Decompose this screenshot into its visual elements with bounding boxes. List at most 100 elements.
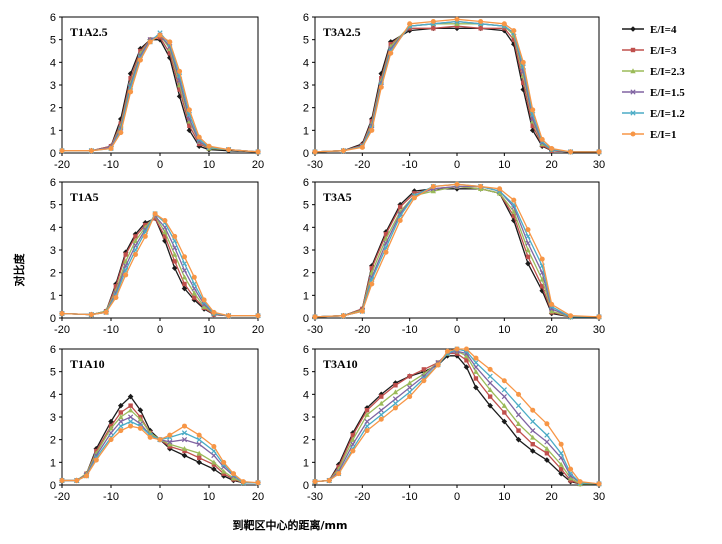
y-tick-label: 1 <box>303 125 309 137</box>
data-point <box>177 87 182 92</box>
data-point <box>501 378 507 384</box>
data-point <box>211 466 217 472</box>
data-point <box>127 393 134 400</box>
x-tick-label: 0 <box>454 324 460 336</box>
x-tick-label: -10 <box>402 159 418 171</box>
data-point <box>162 234 168 239</box>
data-point <box>108 425 114 431</box>
data-point <box>369 281 375 287</box>
data-point <box>530 434 536 440</box>
data-point <box>463 353 470 358</box>
y-tick-label: 5 <box>50 35 56 47</box>
data-point <box>454 351 460 356</box>
series-e-i-4 <box>312 186 602 320</box>
data-point <box>137 425 143 431</box>
y-tick-label: 3 <box>50 412 56 424</box>
data-point <box>152 211 158 217</box>
y-tick-label: 0 <box>303 480 309 492</box>
data-point <box>411 195 417 201</box>
data-point <box>162 238 168 244</box>
data-point <box>411 188 418 194</box>
x-tick-label: 30 <box>593 324 605 336</box>
legend-swatch-marker <box>630 110 636 116</box>
data-point <box>544 439 550 445</box>
data-point <box>378 84 384 90</box>
data-point <box>392 389 399 395</box>
data-point <box>393 383 398 388</box>
data-point <box>568 149 574 155</box>
y-tick-label: 3 <box>303 412 309 424</box>
data-point <box>255 313 261 319</box>
data-point <box>558 441 564 447</box>
data-point <box>123 252 128 257</box>
data-point <box>162 229 168 235</box>
data-point <box>191 281 197 287</box>
data-point <box>118 130 124 136</box>
data-point <box>530 123 535 128</box>
data-point <box>181 430 188 436</box>
data-point <box>133 234 138 239</box>
data-point <box>378 400 384 406</box>
x-tick-label: -30 <box>307 324 323 336</box>
series-e-i-1-2 <box>312 18 602 155</box>
data-point <box>502 26 507 31</box>
data-point <box>88 148 94 154</box>
data-point <box>473 364 479 370</box>
data-point <box>191 274 197 280</box>
legend-swatch-marker <box>630 47 636 53</box>
data-point <box>511 28 517 34</box>
x-tick-label: -20 <box>54 159 70 171</box>
panel-title: T3A5 <box>323 190 352 204</box>
data-point <box>167 445 173 452</box>
series-e-i-1-2 <box>312 181 602 320</box>
series-line <box>62 34 259 153</box>
data-point <box>118 428 124 434</box>
y-tick-label: 3 <box>50 245 56 257</box>
data-point <box>191 297 198 303</box>
data-point <box>407 384 413 391</box>
data-point <box>147 434 153 440</box>
data-point <box>364 423 370 429</box>
y-tick-label: 2 <box>303 268 309 280</box>
data-point <box>127 414 134 420</box>
data-point <box>231 471 236 477</box>
data-point <box>568 466 574 472</box>
data-point <box>312 149 318 155</box>
data-point <box>487 387 493 392</box>
data-point <box>473 376 479 381</box>
data-point <box>147 39 153 45</box>
data-point <box>530 427 536 434</box>
x-tick-label: 20 <box>546 159 558 171</box>
series-e-i-3 <box>312 351 602 487</box>
data-point <box>197 455 202 460</box>
data-point <box>167 444 172 449</box>
series-line <box>314 185 599 318</box>
data-point <box>167 55 173 61</box>
data-point <box>59 148 65 154</box>
series-line <box>314 27 599 153</box>
data-point <box>191 290 197 296</box>
y-tick-label: 6 <box>50 344 56 356</box>
series-e-i-1-2 <box>59 30 261 155</box>
x-tick-label: -10 <box>103 491 119 503</box>
data-point <box>454 186 460 192</box>
data-point <box>511 213 516 219</box>
data-point <box>421 378 427 384</box>
data-point <box>182 254 187 260</box>
data-point <box>487 373 493 379</box>
data-point <box>407 389 413 395</box>
data-point <box>407 26 412 31</box>
x-tick-label: 20 <box>546 491 558 503</box>
data-point <box>326 477 332 483</box>
panel-t1a2.5: 0 1 2 3 4 5 6 -20 -10 0 10 20 T1A2.5 <box>50 12 264 171</box>
x-tick-label: 20 <box>252 159 264 171</box>
data-point <box>182 448 187 454</box>
data-point <box>211 459 217 465</box>
data-point <box>530 418 536 425</box>
x-tick-label: -10 <box>103 324 119 336</box>
y-tick-label: 5 <box>50 367 56 379</box>
data-point <box>421 367 427 372</box>
data-point <box>350 432 356 438</box>
data-point <box>196 432 202 438</box>
data-point <box>497 186 503 192</box>
